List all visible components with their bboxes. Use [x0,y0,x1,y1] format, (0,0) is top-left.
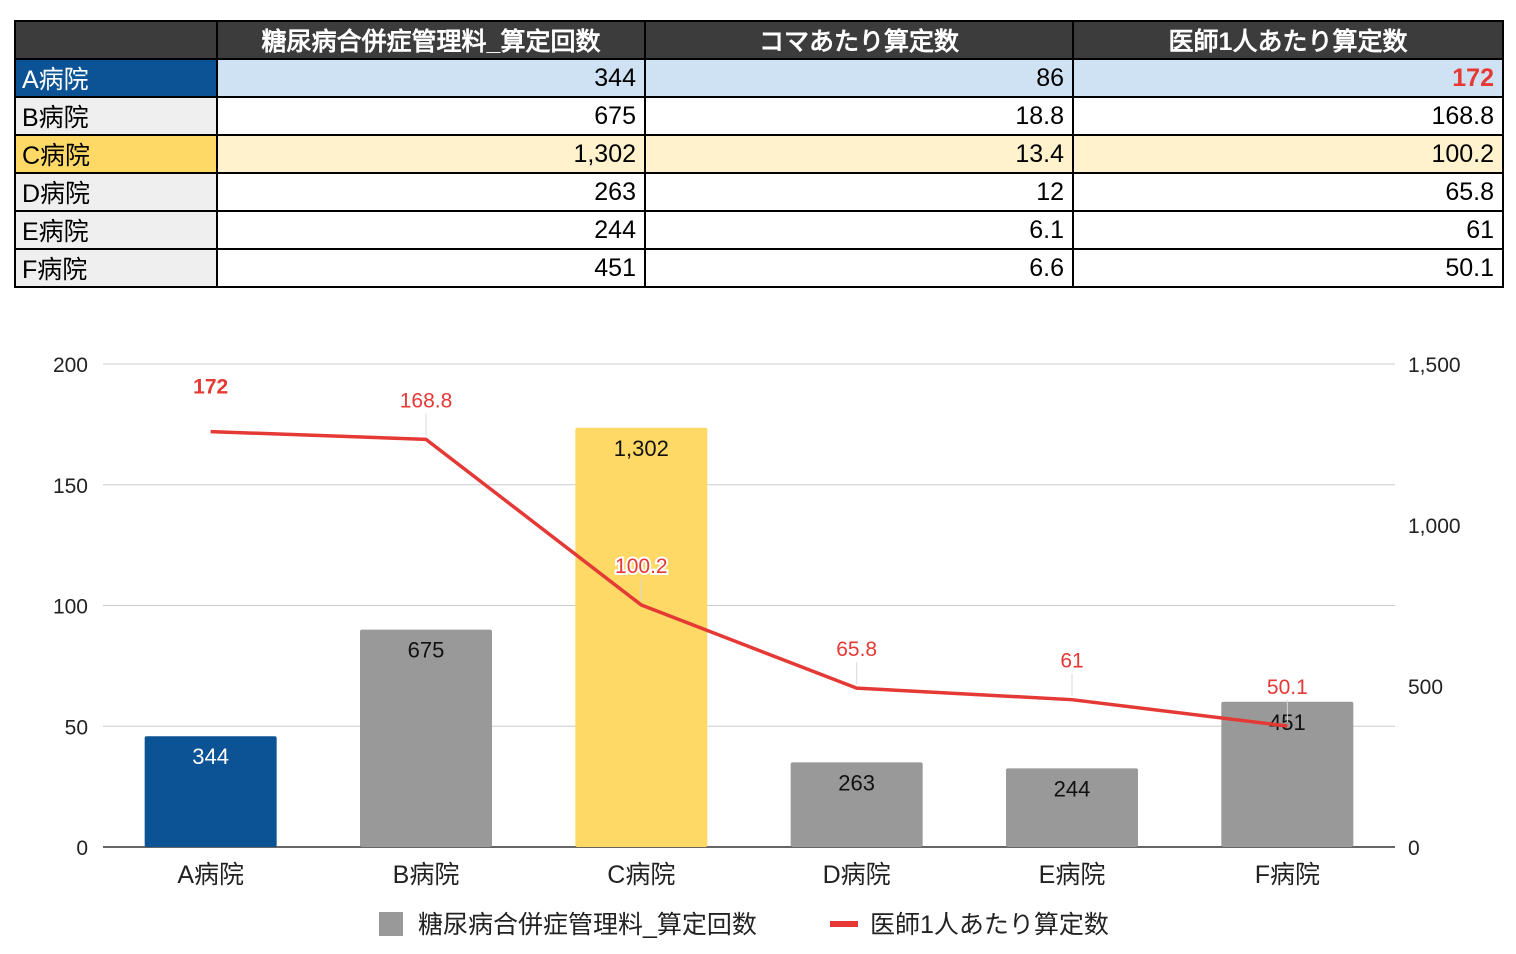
count-cell: 451 [216,248,646,288]
right-axis-tick-label: 1,500 [1408,354,1461,377]
table-row: E病院 244 6.1 61 [14,210,1504,250]
table-header-count: 糖尿病合併症管理料_算定回数 [216,20,646,60]
per-koma-cell: 6.1 [644,210,1074,250]
table-row: A病院 344 86 172 [14,58,1504,98]
table-row: D病院 263 12 65.8 [14,172,1504,212]
bar [144,736,277,847]
legend-line-label: 医師1人あたり算定数 [870,911,1109,939]
left-axis-tick-label: 150 [53,475,88,498]
per-koma-cell: 86 [644,58,1074,98]
bar [790,762,923,847]
bar [575,427,708,847]
line-value-label: 172 [193,376,228,399]
table-header-corner [14,20,218,60]
table-row: C病院 1,302 13.4 100.2 [14,134,1504,174]
count-cell: 675 [216,96,646,136]
legend-bar-swatch [379,912,403,936]
per-doctor-cell: 65.8 [1072,172,1504,212]
line-series [210,429,1288,728]
table-header-per-koma: コマあたり算定数 [644,20,1074,60]
category-label: D病院 [823,861,891,889]
legend-line-swatch [830,921,858,927]
per-doctor-cell: 168.8 [1072,96,1504,136]
per-koma-cell: 12 [644,172,1074,212]
per-doctor-cell: 61 [1072,210,1504,250]
category-label: B病院 [393,861,460,889]
bar-value-label: 1,302 [614,436,669,461]
count-cell: 263 [216,172,646,212]
category-label: E病院 [1039,861,1106,889]
left-axis-tick-label: 200 [53,354,88,377]
line-value-label: 65.8 [836,638,877,661]
bar [1006,768,1138,847]
hospital-name: A病院 [14,58,218,98]
per-koma-cell: 6.6 [644,248,1074,288]
bar-value-label: 675 [408,638,445,663]
per-doctor-cell: 100.2 [1072,134,1504,174]
right-axis-tick-label: 500 [1408,676,1443,699]
data-table: 糖尿病合併症管理料_算定回数 コマあたり算定数 医師1人あたり算定数 A病院 3… [14,20,1504,288]
left-axis-tick-label: 0 [76,837,88,860]
line-value-label: 50.1 [1267,676,1308,699]
bar [360,629,492,847]
legend-bar-label: 糖尿病合併症管理料_算定回数 [418,911,757,939]
hospital-name: E病院 [14,210,218,250]
count-cell: 1,302 [216,134,646,174]
right-axis-tick-label: 0 [1408,837,1420,860]
per-koma-cell: 18.8 [644,96,1074,136]
per-doctor-cell: 172 [1072,58,1504,98]
table-row: F病院 451 6.6 50.1 [14,248,1504,288]
right-axis-tick-label: 1,000 [1408,515,1461,538]
hospital-name: B病院 [14,96,218,136]
table-header-row: 糖尿病合併症管理料_算定回数 コマあたり算定数 医師1人あたり算定数 [14,20,1504,60]
bar-value-label: 244 [1054,776,1091,801]
per-doctor-cell: 50.1 [1072,248,1504,288]
bar [1221,701,1354,847]
hospital-name: D病院 [14,172,218,212]
hospital-name: C病院 [14,134,218,174]
left-axis-tick-label: 100 [53,596,88,619]
category-label: A病院 [177,861,244,889]
line-value-label: 100.2 [615,555,668,578]
combo-chart: 0 50 100 150 200 0 500 1,000 1,500 344 675 1,302 263… [53,354,1461,939]
bar-value-label: 344 [192,744,229,769]
category-label: F病院 [1255,861,1320,889]
line-value-label: 168.8 [400,389,453,412]
line-value-label: 61 [1060,650,1083,673]
count-cell: 344 [216,58,646,98]
bar-value-label: 263 [838,770,875,795]
table-row: B病院 675 18.8 168.8 [14,96,1504,136]
per-koma-cell: 13.4 [644,134,1074,174]
table-header-per-doctor: 医師1人あたり算定数 [1072,20,1504,60]
count-cell: 244 [216,210,646,250]
hospital-name: F病院 [14,248,218,288]
category-label: C病院 [607,861,675,889]
left-axis-tick-label: 50 [65,716,88,739]
